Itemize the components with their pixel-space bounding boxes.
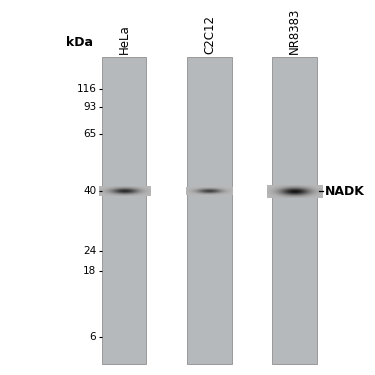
Text: HeLa: HeLa [118,24,130,54]
Text: C2C12: C2C12 [203,15,216,54]
Bar [187,57,232,364]
Text: 116: 116 [76,84,96,94]
Text: NR8383: NR8383 [288,8,301,54]
Text: 24: 24 [83,246,96,256]
Bar [102,57,146,364]
Text: 65: 65 [83,129,96,139]
Text: kDa: kDa [66,36,93,49]
Text: 40: 40 [83,186,96,196]
Text: 18: 18 [83,266,96,276]
Text: 6: 6 [90,332,96,342]
Bar [272,57,317,364]
Text: NADK: NADK [326,185,365,198]
Text: 93: 93 [83,102,96,112]
